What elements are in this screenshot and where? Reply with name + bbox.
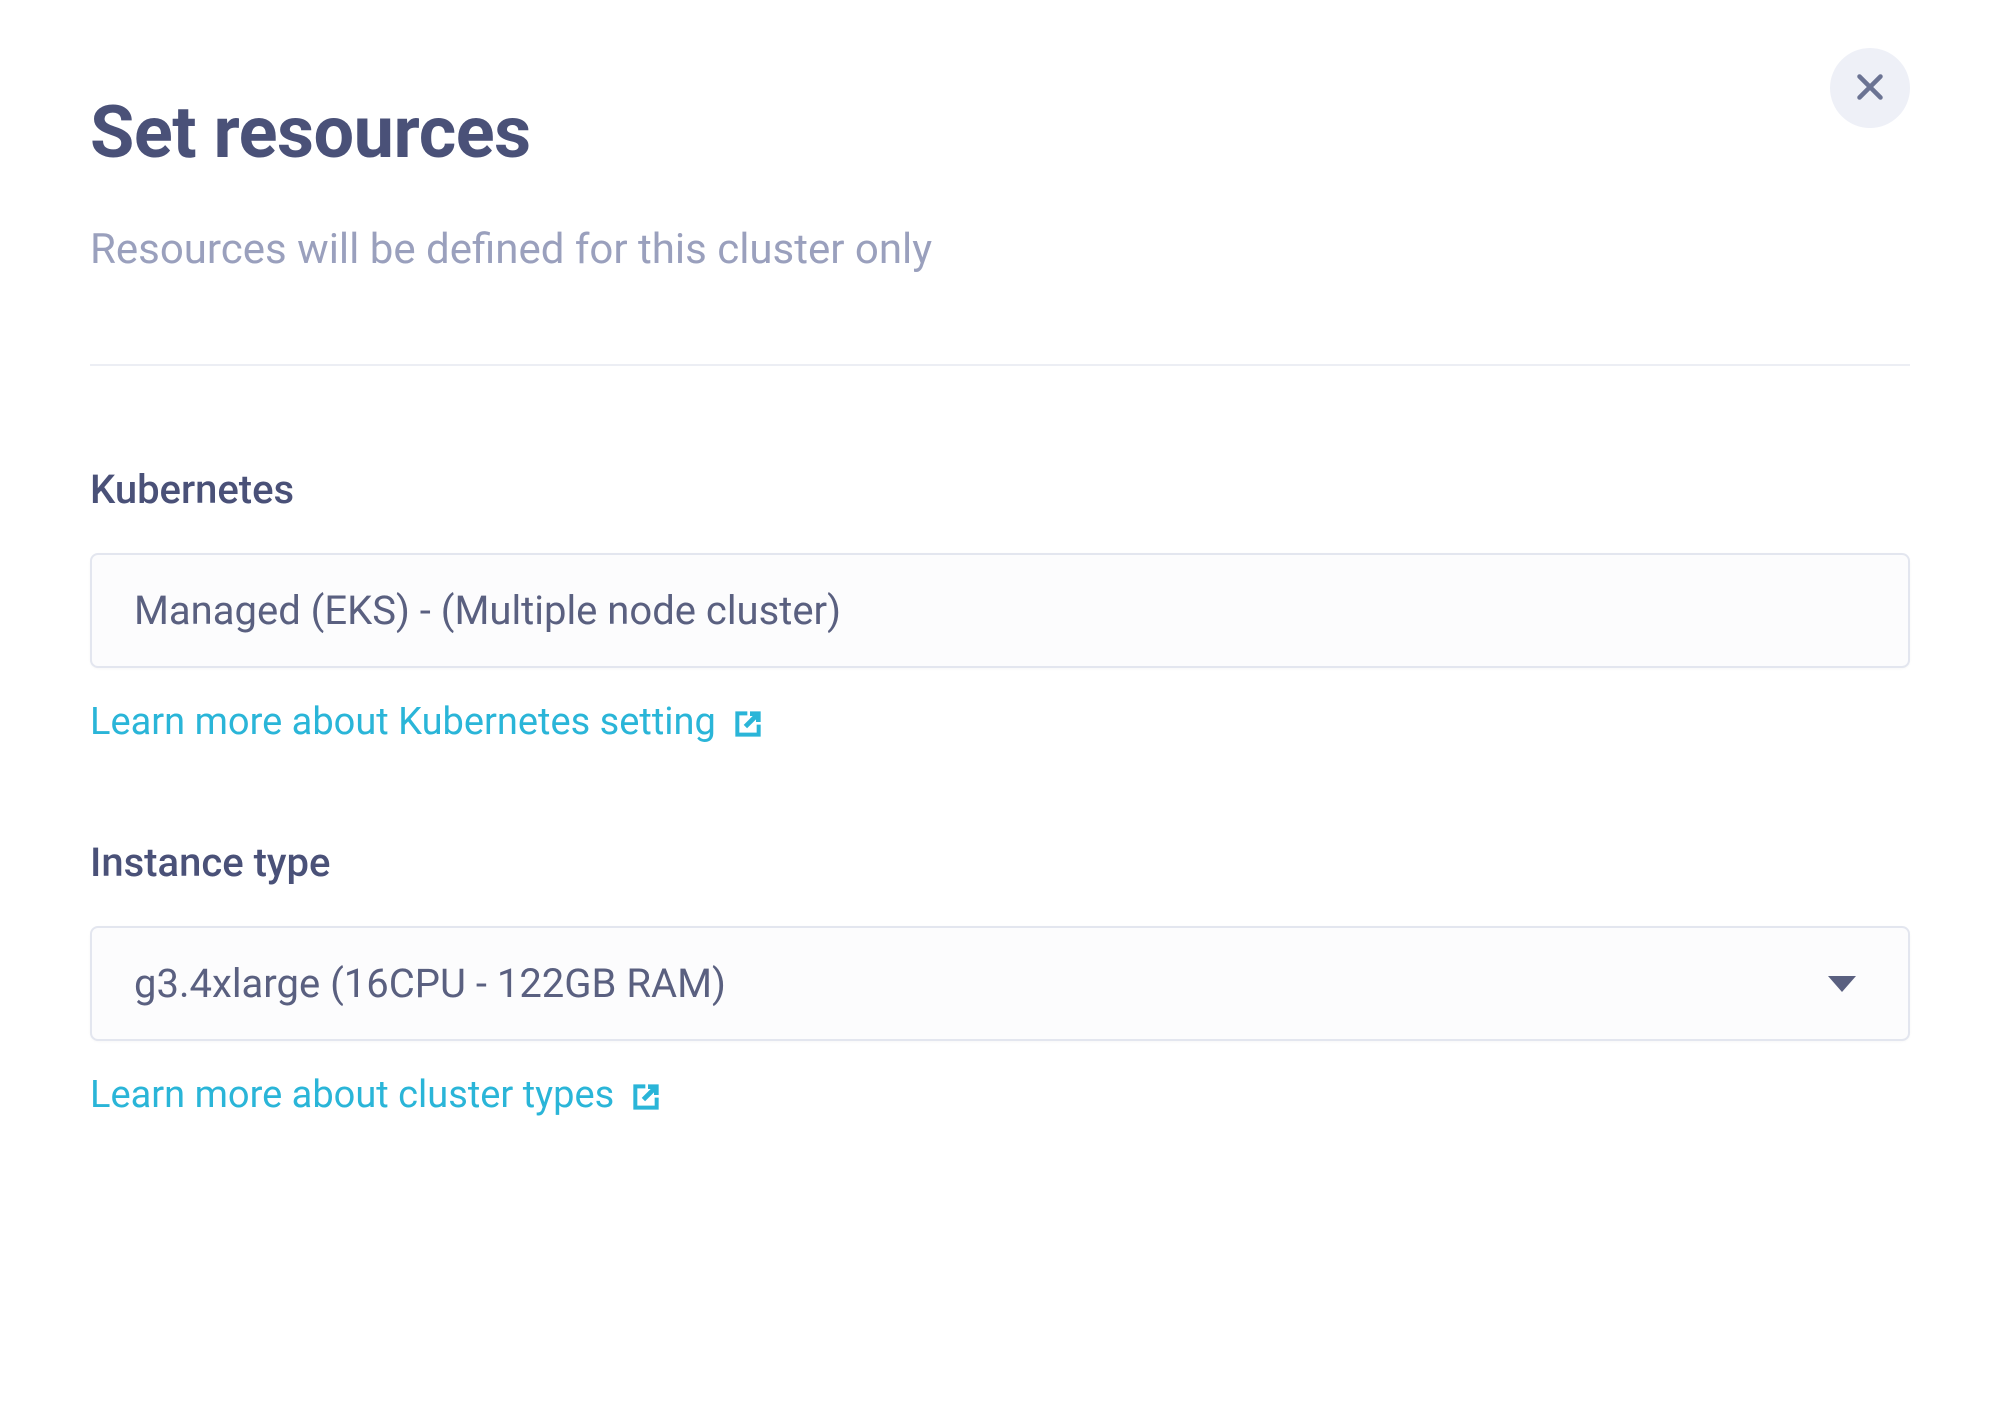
kubernetes-value: Managed (EKS) - (Multiple node cluster) — [134, 587, 841, 634]
set-resources-modal: Set resources Resources will be defined … — [0, 0, 2000, 1117]
kubernetes-help-text: Learn more about Kubernetes setting — [90, 700, 716, 744]
modal-subtitle: Resources will be defined for this clust… — [90, 225, 1910, 274]
external-link-icon — [630, 1079, 662, 1111]
chevron-down-icon — [1828, 976, 1856, 992]
instance-type-field-group: Instance type g3.4xlarge (16CPU - 122GB … — [90, 839, 1910, 1117]
instance-type-label: Instance type — [90, 839, 1910, 886]
kubernetes-help-link[interactable]: Learn more about Kubernetes setting — [90, 700, 764, 744]
instance-type-help-text: Learn more about cluster types — [90, 1073, 614, 1117]
kubernetes-label: Kubernetes — [90, 466, 1910, 513]
close-button[interactable] — [1830, 48, 1910, 128]
modal-title: Set resources — [90, 90, 1910, 175]
instance-type-select[interactable]: g3.4xlarge (16CPU - 122GB RAM) — [90, 926, 1910, 1041]
external-link-icon — [732, 706, 764, 738]
instance-type-help-link[interactable]: Learn more about cluster types — [90, 1073, 662, 1117]
divider — [90, 364, 1910, 366]
instance-type-value: g3.4xlarge (16CPU - 122GB RAM) — [134, 960, 726, 1007]
close-icon — [1852, 69, 1888, 108]
kubernetes-field-group: Kubernetes Managed (EKS) - (Multiple nod… — [90, 466, 1910, 744]
kubernetes-input[interactable]: Managed (EKS) - (Multiple node cluster) — [90, 553, 1910, 668]
